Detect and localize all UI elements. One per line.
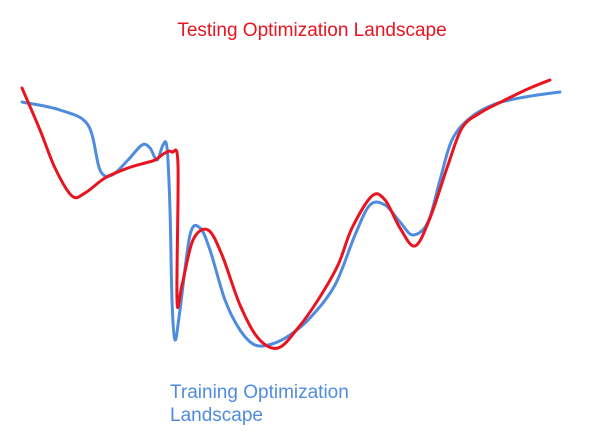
testing-landscape-label: Testing Optimization Landscape: [177, 20, 447, 41]
training-landscape-label: Training Optimization Landscape: [170, 382, 349, 426]
training-landscape-curve: [20, 90, 562, 348]
testing-landscape-curve: [20, 78, 552, 350]
